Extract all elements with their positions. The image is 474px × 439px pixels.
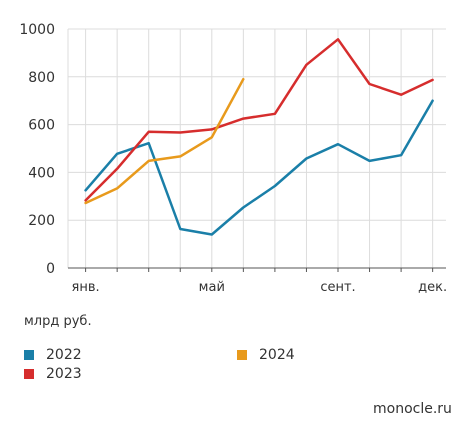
line-chart: 0 200 400 600 800 1000 янв. май сент. дек. [19,22,447,295]
series-line-2023 [84,38,434,202]
x-tick-label: май [199,280,225,295]
legend-label-2024: 2024 [259,347,295,363]
legend-item-2022: 2022 [24,347,82,363]
series-line-2024 [84,77,245,205]
y-tick-label: 600 [28,118,55,134]
x-tick-label: янв. [72,280,100,295]
source-label: monocle.ru [373,401,452,417]
y-tick-label: 0 [46,261,55,277]
legend-swatch-2022 [24,350,34,360]
series-line-2022 [84,99,434,236]
y-tick-label: 200 [28,213,55,229]
chart-series [84,38,434,236]
chart-grid [67,28,446,268]
y-tick-label: 1000 [19,22,55,38]
legend-item-2024: 2024 [237,347,295,363]
legend-swatch-2024 [237,350,247,360]
legend-swatch-2023 [24,369,34,379]
x-tick-label: сент. [320,280,355,295]
legend-item-2023: 2023 [24,366,82,382]
chart-axes: 0 200 400 600 800 1000 янв. май сент. дек. [19,22,447,295]
legend-label-2022: 2022 [46,347,82,363]
x-tick-label: дек. [418,280,447,295]
y-tick-label: 800 [28,70,55,86]
y-tick-label: 400 [28,165,55,181]
unit-label: млрд руб. [24,314,92,329]
legend-label-2023: 2023 [46,366,82,382]
